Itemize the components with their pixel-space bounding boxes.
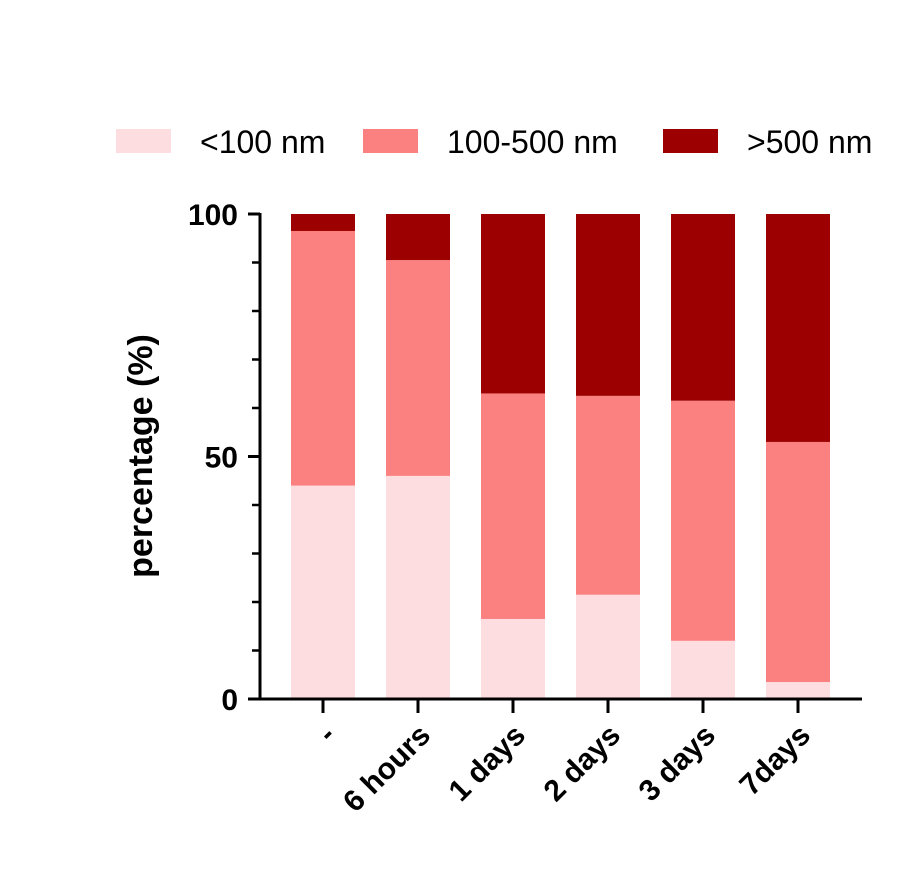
- y-tick-label: 100: [188, 199, 238, 232]
- x-tick-label: 6 hours: [337, 719, 437, 819]
- bar-segment-1: [671, 640, 735, 699]
- bar-segment-2: [766, 441, 830, 683]
- x-tick-label: 2 days: [538, 719, 627, 808]
- legend-label: >500 nm: [747, 124, 872, 160]
- x-tick-label: 7days: [733, 719, 816, 802]
- bar-segment-2: [671, 400, 735, 641]
- bar-segment-3: [291, 214, 355, 231]
- bar-segment-1: [386, 475, 450, 699]
- bar-segment-1: [766, 682, 830, 699]
- y-tick-label: 0: [221, 684, 238, 717]
- x-tick-label: -: [312, 719, 342, 749]
- legend-swatch: [363, 129, 418, 153]
- x-tick-label: 1 days: [443, 719, 532, 808]
- bar-segment-3: [671, 214, 735, 401]
- bar-segment-3: [386, 214, 450, 261]
- legend-label: <100 nm: [200, 124, 325, 160]
- bar-segment-1: [291, 485, 355, 699]
- x-ticks: -6 hours 1 days 2 days 3 days 7days: [312, 699, 817, 819]
- bar-segment-3: [576, 214, 640, 396]
- legend-swatch: [663, 129, 718, 153]
- legend: <100 nm 100-500 nm >500 nm: [116, 124, 872, 160]
- bar-segment-3: [481, 214, 545, 394]
- y-ticks: 0 50 100: [188, 199, 260, 717]
- y-tick-label: 50: [205, 442, 238, 475]
- bar-segment-2: [481, 393, 545, 619]
- y-axis-title: percentage (%): [122, 334, 160, 578]
- bars: [291, 214, 830, 699]
- bar-segment-3: [766, 214, 830, 442]
- bar-segment-2: [386, 260, 450, 476]
- bar-segment-2: [291, 230, 355, 486]
- legend-label: 100-500 nm: [447, 124, 618, 160]
- x-tick-label: 3 days: [633, 719, 722, 808]
- bar-segment-1: [481, 618, 545, 699]
- bar-segment-2: [576, 395, 640, 595]
- legend-swatch: [116, 129, 171, 153]
- bar-segment-1: [576, 594, 640, 699]
